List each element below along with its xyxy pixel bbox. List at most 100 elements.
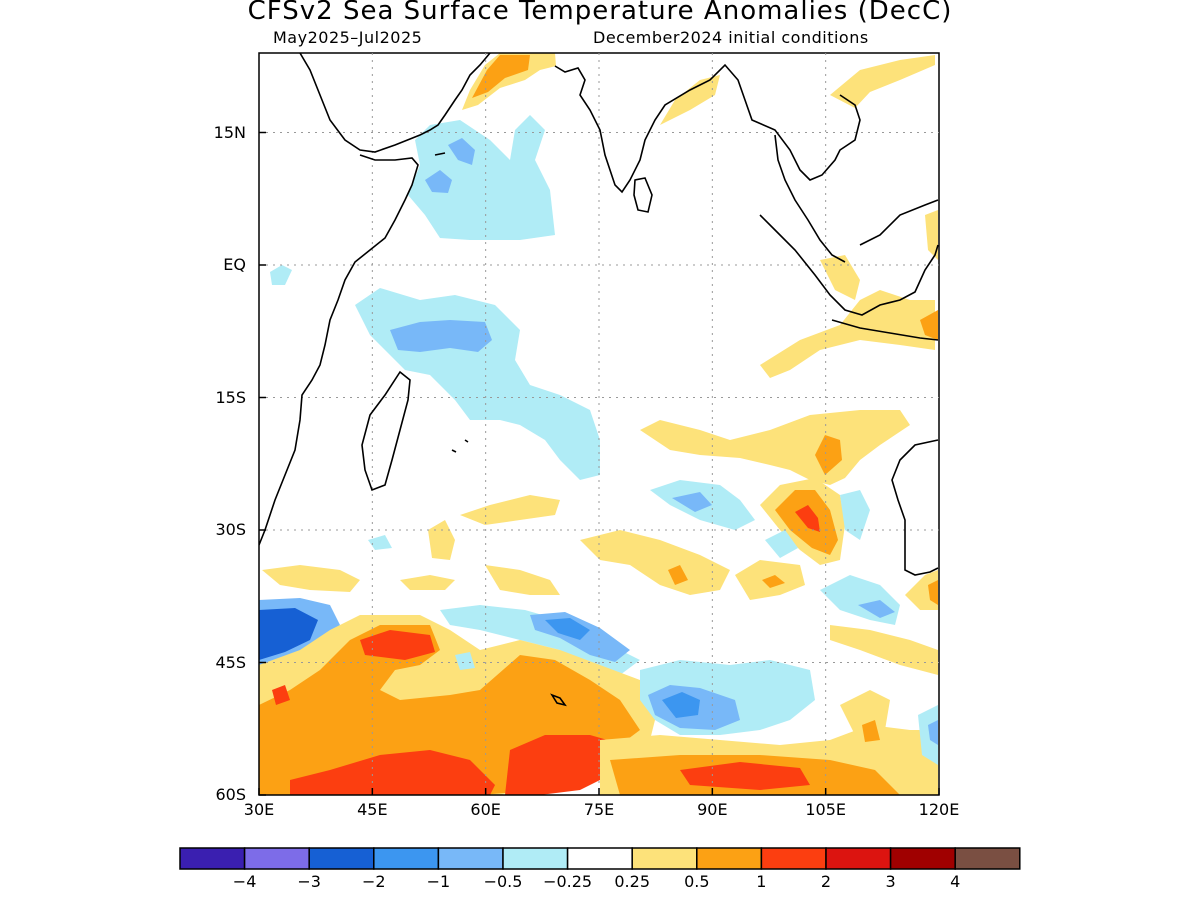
coast-borneo [859,199,939,246]
colorbar-swatch [760,847,827,870]
anomaly-cold-arabian-sea [408,115,555,240]
lat-tick-label: 30S [215,520,246,539]
colorbar-label: −0.25 [543,872,593,891]
map-title: CFSv2 Sea Surface Temperature Anomalies … [247,0,953,26]
anomaly-warm-midlat-3-core [668,565,688,585]
anomaly-warm-south-4 [272,685,290,705]
anomaly-cold-shelf-deep [545,618,590,640]
coast-horn-africa [259,154,419,546]
coast-australia [891,439,939,576]
colorbar-label: −0.5 [483,872,523,891]
lon-tick-label: 75E [583,800,615,819]
colorbar-swatch [437,847,504,870]
anomaly-cold-south-east-core [928,720,938,745]
colorbar-label: 0.5 [684,872,710,891]
colorbar-label: −2 [362,872,386,891]
colorbar-label: −4 [232,872,257,891]
coast-sri-lanka [633,177,653,213]
colorbar-label: 0.25 [614,872,650,891]
anomaly-warm-midlat-4-core [762,575,785,588]
anomaly-warm-east-edge [925,210,938,260]
coastlines [259,53,939,707]
anomaly-cold-shelf [440,605,640,675]
colorbar-swatch [631,847,698,870]
anomaly-cold-central-io-core [390,320,492,352]
anomaly-warm-se-asia [830,55,935,108]
lon-tick-label: 45E [357,800,388,819]
anomaly-cold-south-io-core [672,492,712,512]
coast-socotra [434,152,446,156]
anomaly-warm-midlat-5-core [928,580,938,605]
anomaly-warm-south-10 [840,690,890,735]
coast-madagascar [361,370,411,492]
anomaly-warm-midlat-3 [580,530,730,595]
coast-arabia-africa [299,53,491,153]
lon-tick-label: 30E [243,800,275,819]
anomaly-cold-small-2 [840,490,870,540]
coast-india [554,63,861,194]
colorbar-swatch [825,847,892,870]
anomaly-warm-south-band-core [815,435,842,475]
anomaly-cold-south-far-deep [662,692,700,718]
anomaly-cold-arabian-sea-core-2 [425,170,452,193]
anomaly-cold-arabian-sea-core [448,138,475,165]
anomaly-warm-south-3 [360,630,435,660]
coast-reunion [464,439,469,443]
coast-mauritius [451,449,457,453]
anomaly-warm-south-5 [290,750,495,795]
anomaly-warm-midlat-8 [485,565,560,595]
coast-malay-peninsula [774,134,846,263]
colorbar-swatch [373,847,440,870]
anomaly-warm-west-aus-core [795,505,820,532]
anomaly-cold-midlat-3 [765,530,798,558]
colorbar-swatch [308,847,375,870]
anomaly-field [259,53,938,795]
anomaly-warm-bay-bengal [660,75,720,125]
colorbar-swatch [243,847,310,870]
lon-tick-label: 90E [697,800,728,819]
lon-tick-label: 120E [918,800,960,819]
anomaly-warm-midlat-1 [460,495,560,525]
anomaly-cold-small-1 [455,652,475,670]
graticule [258,53,940,796]
anomaly-warm-south-band [640,410,910,485]
lat-tick-label: 15S [215,387,246,407]
coast-java [831,319,939,341]
colorbar-label: −3 [297,872,321,891]
lon-tick-label: 60E [470,800,501,819]
colorbar-label: 4 [950,872,961,891]
colorbar-label: −1 [426,872,451,891]
colorbar-label: 1 [756,872,767,891]
lat-tick-label: EQ [223,255,246,274]
anomaly-warm-midlat-6 [262,565,360,592]
anomaly-cold-agulhas-core [259,608,318,660]
coast-sumatra [759,214,939,316]
anomaly-warm-midlat-7 [400,575,455,590]
colorbar-swatch [696,847,763,870]
colorbar-swatch [502,847,569,870]
lon-tick-label: 105E [805,800,846,819]
colorbar-label: 2 [820,872,832,891]
anomaly-warm-arabian-sea-core [472,55,530,98]
coast-kerguelen [550,693,567,707]
anomaly-warm-south-6 [505,735,625,795]
colorbar-swatch [954,847,1021,870]
lat-tick-label: 45S [215,652,246,672]
forecast-period: May2025–Jul2025 [273,28,423,47]
anomaly-warm-maritime [760,290,935,378]
colorbar-swatch [566,847,633,870]
colorbar-swatch [889,847,956,870]
anomaly-warm-midlat-5 [905,570,938,610]
colorbar-swatch [179,847,246,870]
initial-conditions: December2024 initial conditions [593,28,869,47]
anomaly-warm-borneo [820,255,860,300]
anomaly-warm-java [920,310,938,340]
anomaly-cold-south-east [918,705,938,765]
anomaly-cold-west [270,265,292,285]
lat-tick-label: 15N [213,122,246,142]
anomaly-warm-south-10-core [862,720,880,742]
anomaly-cold-midlat-1 [368,535,392,550]
anomaly-cold-midlat-2-core [858,600,895,618]
